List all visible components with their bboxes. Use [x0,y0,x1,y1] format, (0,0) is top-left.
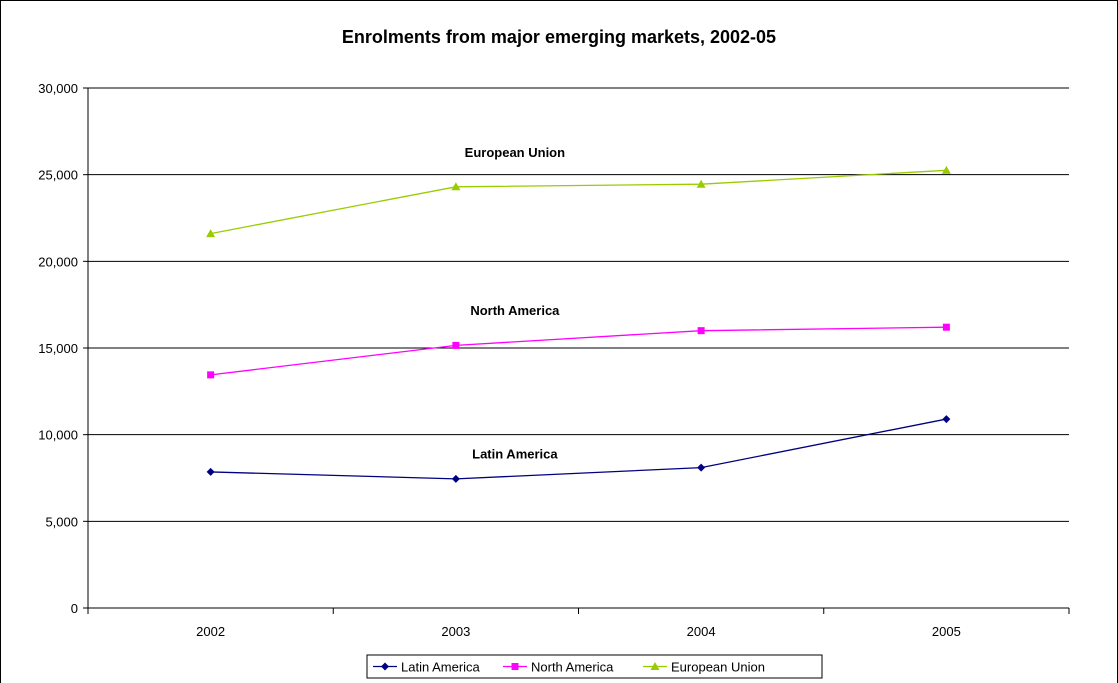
legend-label: Latin America [401,660,481,675]
series-latin-america [206,415,951,483]
legend: Latin America North America European Union [366,654,823,679]
legend-box [366,654,823,679]
series-line [210,169,947,235]
data-point [697,327,705,335]
y-tick-label: 25,000 [38,168,78,183]
series-european-union [206,165,951,238]
data-point [451,474,460,483]
data-point [942,415,951,424]
series-annotation: North America [470,303,560,318]
data-point [452,341,460,349]
data-point [941,165,951,174]
legend-marker [650,662,660,670]
series-line [210,418,947,480]
x-tick-label: 2002 [196,624,225,639]
legend-marker [381,662,389,671]
data-point [451,182,461,191]
y-tick-label: 0 [71,601,78,616]
gridlines [88,87,1069,522]
series-annotations: European Union North America Latin America [465,145,565,462]
legend-item: Latin America [373,660,481,675]
legend-item: North America [503,660,614,675]
legend-marker [511,663,519,670]
series-north-america [207,323,950,379]
series-line [210,326,947,376]
legend-item: European Union [643,660,765,675]
series-annotation: European Union [465,145,565,160]
legend-label: European Union [671,660,765,675]
series-lines [206,165,951,483]
y-tick-label: 10,000 [38,428,78,443]
y-tick-label: 30,000 [38,81,78,96]
chart-title: Enrolments from major emerging markets, … [342,27,776,47]
data-point [942,323,950,331]
data-point [696,179,706,188]
x-tick-label: 2003 [441,624,470,639]
y-tick-label: 5,000 [45,514,78,529]
x-tick-label: 2005 [932,624,961,639]
y-tick-label: 20,000 [38,254,78,269]
legend-label: North America [531,660,614,675]
x-tick-label: 2004 [687,624,716,639]
data-point [207,371,215,379]
data-point [206,467,215,476]
data-point [206,229,216,238]
data-point [697,463,706,472]
axes: 0 5,000 10,000 15,000 20,000 25,000 30,000 2002… [38,81,1070,639]
series-annotation: Latin America [472,447,558,462]
y-tick-label: 15,000 [38,341,78,356]
